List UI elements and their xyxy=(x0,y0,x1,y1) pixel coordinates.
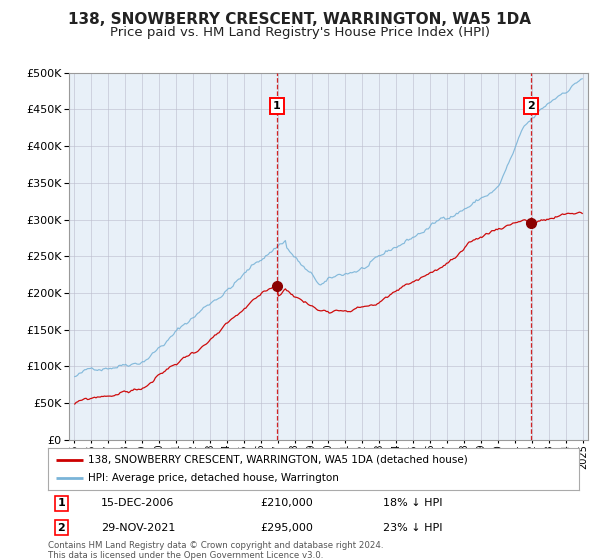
Text: £295,000: £295,000 xyxy=(260,522,313,533)
Text: Price paid vs. HM Land Registry's House Price Index (HPI): Price paid vs. HM Land Registry's House … xyxy=(110,26,490,39)
Text: 23% ↓ HPI: 23% ↓ HPI xyxy=(383,522,442,533)
Text: 2: 2 xyxy=(58,522,65,533)
Text: 15-DEC-2006: 15-DEC-2006 xyxy=(101,498,175,508)
Text: 138, SNOWBERRY CRESCENT, WARRINGTON, WA5 1DA (detached house): 138, SNOWBERRY CRESCENT, WARRINGTON, WA5… xyxy=(88,455,467,465)
Text: 138, SNOWBERRY CRESCENT, WARRINGTON, WA5 1DA: 138, SNOWBERRY CRESCENT, WARRINGTON, WA5… xyxy=(68,12,532,27)
Text: 2: 2 xyxy=(527,101,535,111)
Text: 29-NOV-2021: 29-NOV-2021 xyxy=(101,522,175,533)
Text: 18% ↓ HPI: 18% ↓ HPI xyxy=(383,498,442,508)
Text: HPI: Average price, detached house, Warrington: HPI: Average price, detached house, Warr… xyxy=(88,473,338,483)
Text: 1: 1 xyxy=(58,498,65,508)
Text: 1: 1 xyxy=(273,101,281,111)
Text: Contains HM Land Registry data © Crown copyright and database right 2024.
This d: Contains HM Land Registry data © Crown c… xyxy=(48,541,383,560)
Text: £210,000: £210,000 xyxy=(260,498,313,508)
